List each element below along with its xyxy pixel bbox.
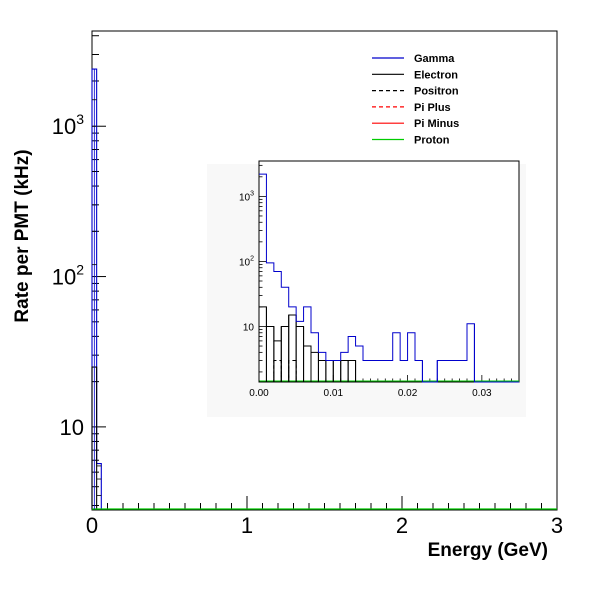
inset-y-tick-label: 10 <box>243 322 255 333</box>
main-series-gamma <box>91 68 102 509</box>
legend-label-gamma: Gamma <box>414 53 455 65</box>
legend-label-electron: Electron <box>414 69 458 81</box>
main-x-tick-label: 1 <box>241 513 253 538</box>
inset-x-tick-label: 0.01 <box>324 388 344 399</box>
main-series-group <box>91 68 557 510</box>
inset-plot-frame <box>258 160 520 383</box>
legend: Gamma Electron Positron Pi Plus Pi Minus Prot… <box>372 53 459 147</box>
main-y-tick-label: 10 <box>60 415 84 440</box>
main-y-tick-label: 103 <box>52 111 84 139</box>
legend-label-pi-minus: Pi Minus <box>414 118 459 130</box>
inset-x-tick-label: 0.02 <box>398 388 418 399</box>
main-x-tick-label: 3 <box>551 513 563 538</box>
main-x-tick-label: 0 <box>86 513 98 538</box>
inset-y-ticks: 10 102 103 <box>239 164 266 373</box>
y-axis-title: Rate per PMT (kHz) <box>12 149 33 322</box>
inset-series-gamma <box>259 173 519 383</box>
inset-y-tick-label: 103 <box>239 190 254 203</box>
legend-label-pi-plus: Pi Plus <box>414 102 451 114</box>
inset-x-tick-label: 0.03 <box>472 388 492 399</box>
inset-series-group <box>258 173 519 383</box>
legend-label-positron: Positron <box>414 86 459 98</box>
legend-label-proton: Proton <box>414 135 450 147</box>
x-axis-title: Energy (GeV) <box>428 540 548 561</box>
inset-x-tick-label: 0.00 <box>249 388 269 399</box>
main-x-tick-label: 2 <box>396 513 408 538</box>
inset-y-tick-label: 102 <box>239 255 254 268</box>
main-y-tick-label: 102 <box>52 262 84 290</box>
